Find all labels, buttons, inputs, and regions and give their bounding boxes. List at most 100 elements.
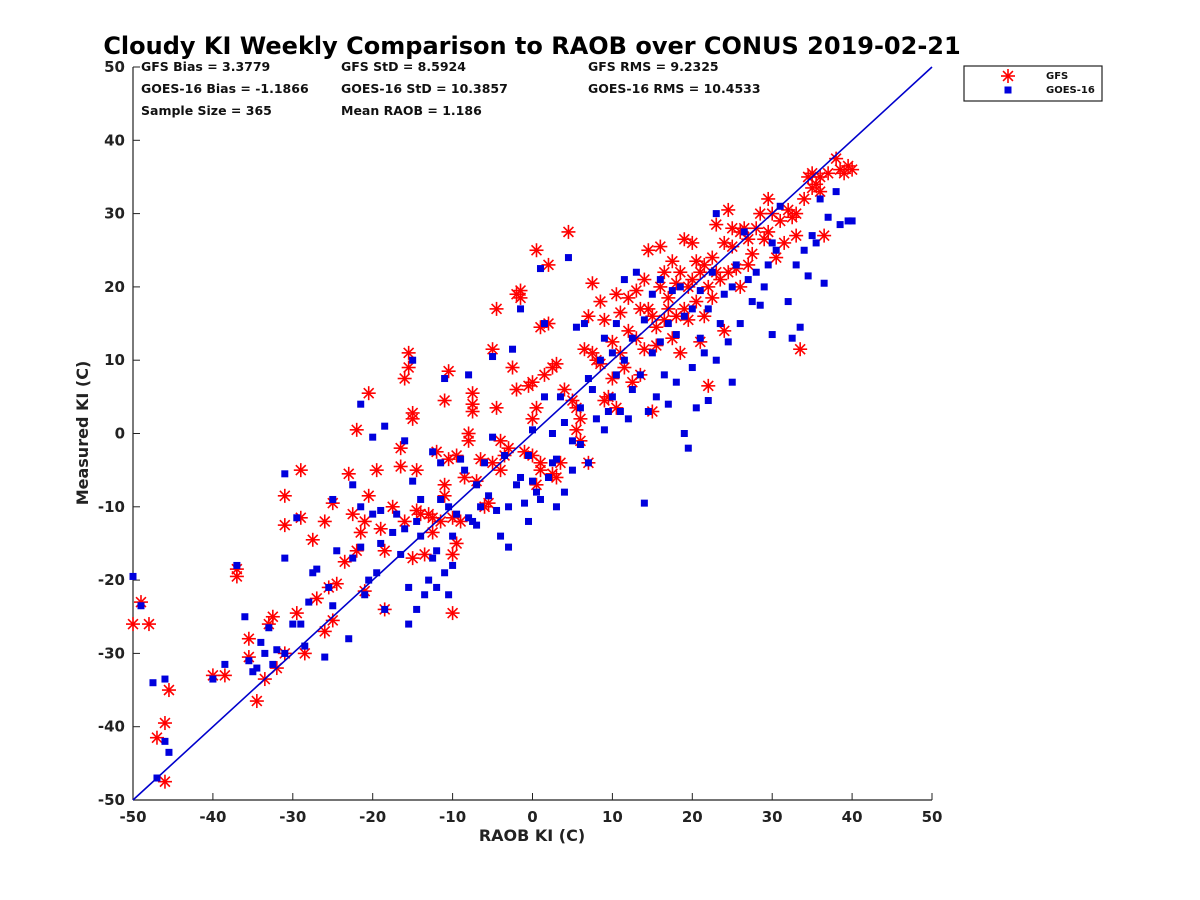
goes-point — [836, 221, 844, 229]
goes-point — [377, 539, 385, 547]
gfs-point — [549, 356, 564, 371]
goes-point — [509, 345, 517, 353]
goes-point — [556, 393, 564, 401]
goes-point — [485, 492, 493, 500]
gfs-point — [705, 250, 720, 265]
gfs-point — [349, 422, 364, 437]
gfs-point — [561, 224, 576, 239]
goes-point — [652, 393, 660, 401]
goes-point — [445, 591, 453, 599]
gfs-point — [445, 547, 460, 562]
x-tick-label: -40 — [199, 808, 226, 826]
goes-point — [596, 356, 604, 364]
goes-point — [748, 298, 756, 306]
gfs-point — [793, 342, 808, 357]
goes-point — [760, 283, 768, 291]
legend-gfs-label: GFS — [1046, 71, 1068, 82]
gfs-point — [653, 239, 668, 254]
goes-point — [529, 477, 536, 485]
goes-point — [684, 444, 692, 452]
goes-point — [536, 495, 544, 503]
one-to-one-line — [132, 66, 933, 801]
gfs-point — [761, 224, 776, 239]
goes-point — [604, 408, 612, 416]
gfs-point — [377, 543, 392, 558]
goes-point — [640, 499, 648, 507]
gfs-point — [417, 547, 432, 562]
goes-point — [728, 283, 736, 291]
gfs-point — [489, 301, 504, 316]
gfs-point — [353, 525, 368, 540]
goes-point — [820, 279, 828, 287]
goes-point — [796, 323, 804, 331]
goes-point — [616, 408, 624, 416]
gfs-point — [157, 774, 172, 789]
goes-point — [413, 605, 421, 613]
goes-point — [648, 290, 656, 298]
goes-point — [329, 602, 337, 610]
goes-point — [405, 583, 413, 591]
gfs-point — [309, 591, 324, 606]
gfs-point — [341, 466, 356, 481]
gfs-point — [126, 617, 140, 632]
gfs-point — [305, 532, 320, 547]
gfs-point — [581, 309, 596, 324]
goes-point — [357, 503, 365, 511]
gfs-point — [465, 386, 480, 401]
goes-point — [517, 473, 525, 481]
goes-point — [245, 657, 253, 665]
gfs-point — [773, 213, 788, 228]
goes-point — [453, 510, 461, 518]
x-tick-label: 20 — [682, 808, 703, 826]
goes-point — [540, 393, 548, 401]
goes-point — [517, 305, 525, 313]
legend-goes-marker — [1004, 86, 1012, 94]
goes-point — [576, 440, 584, 448]
x-tick-label: 10 — [602, 808, 623, 826]
gfs-point — [449, 536, 464, 551]
goes-point — [660, 371, 668, 379]
gfs-point — [813, 184, 828, 199]
goes-point — [844, 217, 852, 225]
goes-point — [540, 320, 548, 328]
goes-point — [768, 239, 776, 247]
gfs-point — [461, 433, 476, 448]
gfs-point — [437, 393, 452, 408]
goes-bias-text: GOES-16 Bias = -1.1866 — [141, 81, 309, 96]
gfs-point — [401, 360, 416, 375]
goes-point — [249, 668, 257, 676]
goes-point — [381, 605, 389, 613]
y-tick-label: -40 — [98, 718, 125, 736]
gfs-point — [637, 342, 652, 357]
goes-point — [724, 338, 732, 346]
chart-title: Cloudy KI Weekly Comparison to RAOB over… — [103, 32, 960, 60]
goes-point — [129, 572, 137, 580]
goes-point — [313, 565, 321, 573]
gfs-point — [797, 191, 812, 206]
gfs-point — [277, 518, 292, 533]
gfs-point — [557, 382, 572, 397]
goes-point — [656, 276, 664, 284]
goes-point — [253, 664, 261, 672]
gfs-point — [641, 243, 656, 258]
gfs-point — [753, 206, 768, 221]
legend-goes-label: GOES-16 — [1046, 85, 1095, 96]
goes-point — [580, 320, 588, 328]
mean-raob-text: Mean RAOB = 1.186 — [341, 103, 482, 118]
goes-point — [764, 261, 772, 269]
gfs-point — [453, 514, 468, 529]
goes-point — [832, 188, 840, 196]
goes-point — [257, 638, 265, 646]
goes-point — [788, 334, 796, 342]
goes-point — [792, 261, 800, 269]
goes-point — [281, 649, 289, 657]
gfs-point — [697, 257, 712, 272]
goes-point — [449, 532, 457, 540]
goes-point — [568, 437, 576, 445]
goes-point — [161, 675, 169, 683]
gfs-point — [405, 551, 420, 566]
goes-point — [656, 338, 664, 346]
gfs-bias-text: GFS Bias = 3.3779 — [141, 59, 270, 74]
gfs-point — [393, 459, 408, 474]
goes-point — [620, 356, 628, 364]
